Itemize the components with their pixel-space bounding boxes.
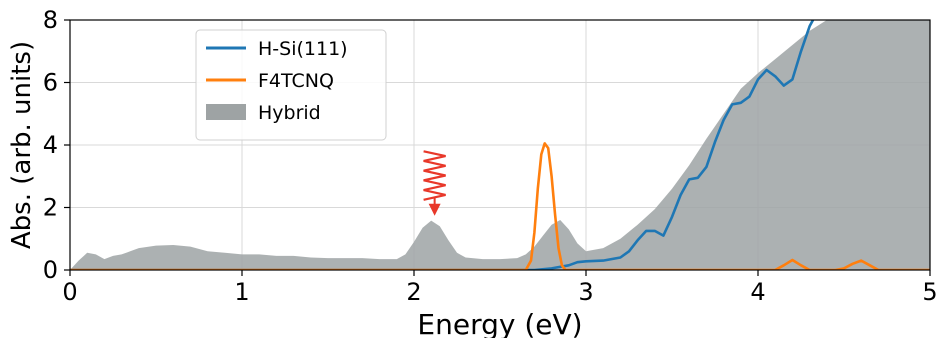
x-tick-label: 2 xyxy=(406,278,421,306)
legend-swatch-hybrid xyxy=(206,104,246,120)
y-tick-label: 0 xyxy=(43,256,58,284)
y-tick-label: 8 xyxy=(43,6,58,34)
axis-ticks: 0 1 2 3 4 5 0 2 4 6 8 xyxy=(43,6,937,306)
y-tick-label: 4 xyxy=(43,131,58,159)
x-axis-label: Energy (eV) xyxy=(417,308,582,338)
y-tick-label: 6 xyxy=(43,69,58,97)
legend: H-Si(111) F4TCNQ Hybrid xyxy=(195,29,387,141)
photon-wave xyxy=(423,150,446,201)
y-tick-label: 2 xyxy=(43,194,58,222)
series-area-hybrid xyxy=(70,20,930,270)
x-tick-label: 1 xyxy=(234,278,249,306)
series-layer xyxy=(70,20,930,270)
x-tick-label: 5 xyxy=(922,278,937,306)
photon-arrow-head xyxy=(428,203,441,216)
x-tick-label: 4 xyxy=(750,278,765,306)
legend-label-f4tcnq: F4TCNQ xyxy=(258,70,334,92)
legend-label-hybrid: Hybrid xyxy=(258,102,321,124)
x-tick-label: 0 xyxy=(62,278,77,306)
legend-label-h-si-111: H-Si(111) xyxy=(258,38,348,60)
series-line-f4tcnq xyxy=(70,142,930,270)
annotation-layer xyxy=(423,150,446,216)
x-tick-label: 3 xyxy=(578,278,593,306)
y-axis-label: Abs. (arb. units) xyxy=(7,41,37,249)
photon-arrow-icon xyxy=(423,150,446,216)
series-line-h-si-111 xyxy=(70,20,815,270)
